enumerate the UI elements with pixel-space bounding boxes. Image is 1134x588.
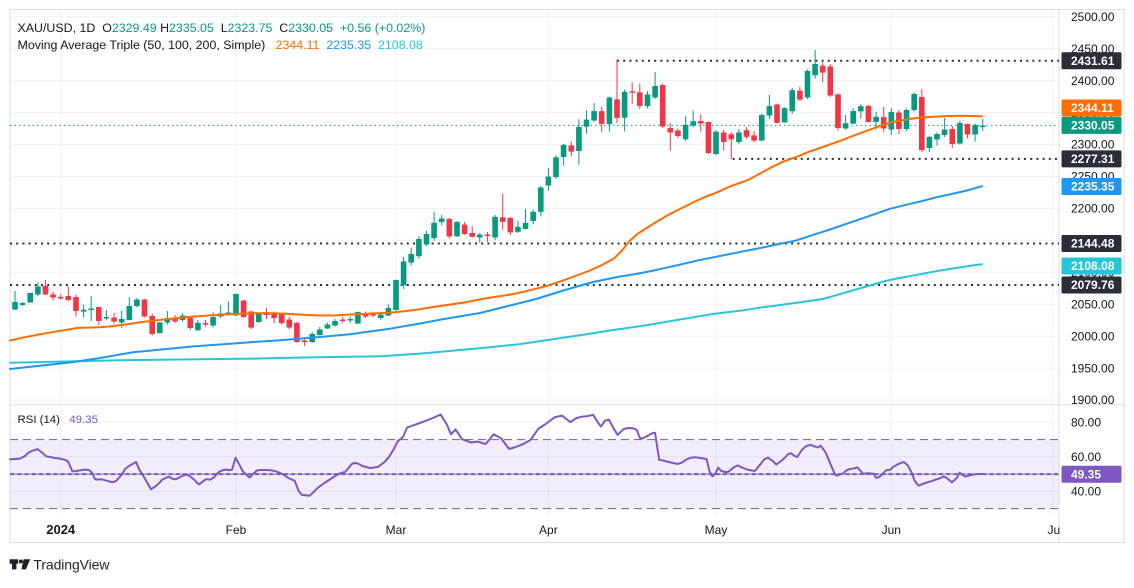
svg-text:2300.00: 2300.00 xyxy=(1071,138,1115,152)
svg-text:2431.61: 2431.61 xyxy=(1071,54,1115,68)
svg-text:XAU/USD, 1D O2329.49 H2335.05: XAU/USD, 1D O2329.49 H2335.05 L2323.75 C… xyxy=(18,21,426,35)
svg-text:Jun: Jun xyxy=(882,523,901,537)
svg-text:2079.76: 2079.76 xyxy=(1071,278,1115,292)
svg-text:2344.11: 2344.11 xyxy=(1071,101,1114,115)
svg-text:49.35: 49.35 xyxy=(1071,468,1101,482)
svg-text:2330.05: 2330.05 xyxy=(1071,119,1115,133)
svg-text:Apr: Apr xyxy=(539,523,558,537)
svg-text:2108.08: 2108.08 xyxy=(1071,259,1115,273)
svg-text:60.00: 60.00 xyxy=(1071,450,1101,464)
svg-text:Ju: Ju xyxy=(1047,523,1060,537)
svg-text:1900.00: 1900.00 xyxy=(1071,393,1115,407)
svg-text:TradingView: TradingView xyxy=(33,557,110,573)
svg-text:2000.00: 2000.00 xyxy=(1071,329,1115,343)
svg-text:2500.00: 2500.00 xyxy=(1071,10,1115,24)
svg-text:40.00: 40.00 xyxy=(1071,485,1101,499)
svg-text:80.00: 80.00 xyxy=(1071,416,1101,430)
svg-text:Mar: Mar xyxy=(386,523,407,537)
svg-text:RSI (14) 49.35: RSI (14) 49.35 xyxy=(18,414,98,426)
svg-text:2200.00: 2200.00 xyxy=(1071,202,1115,216)
svg-text:2400.00: 2400.00 xyxy=(1071,74,1115,88)
svg-text:2050.00: 2050.00 xyxy=(1071,297,1115,311)
svg-text:2277.31: 2277.31 xyxy=(1071,152,1115,166)
svg-text:2235.35: 2235.35 xyxy=(1071,180,1115,194)
svg-text:1950.00: 1950.00 xyxy=(1071,361,1115,375)
svg-text:Feb: Feb xyxy=(226,523,247,537)
svg-text:2024: 2024 xyxy=(46,522,76,537)
svg-text:Moving Average Triple (50, 100: Moving Average Triple (50, 100, 200, Sim… xyxy=(18,38,423,52)
svg-text:2144.48: 2144.48 xyxy=(1071,237,1115,251)
svg-text:May: May xyxy=(705,523,728,537)
